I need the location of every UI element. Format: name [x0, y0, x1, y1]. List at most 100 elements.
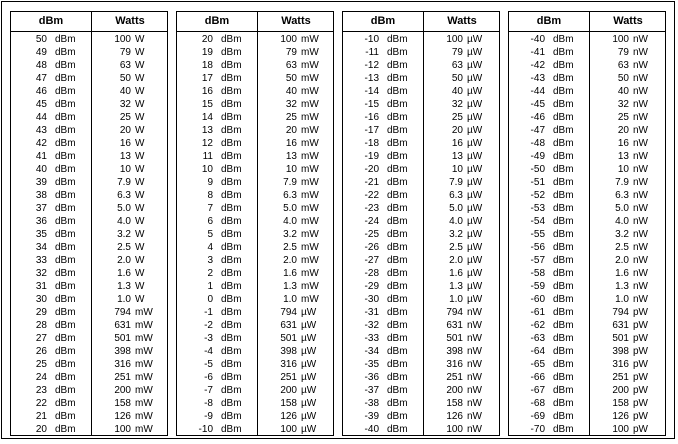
dbm-value: -40 [530, 34, 545, 45]
table-row: 36 dBm 4.0 W [11, 215, 167, 228]
table-body: 20 dBm 100 mW 19 dBm 79 mW 18 dBm 63 mW 17 dBm 50 mW 16 d… [177, 33, 333, 436]
watts-value: 631 [280, 320, 297, 331]
watts-value: 100 [280, 34, 297, 45]
dbm-value: -31 [364, 307, 379, 318]
dbm-unit: dBm [55, 346, 76, 357]
watts-unit: W [135, 34, 145, 45]
watts-unit: mW [135, 385, 153, 396]
table-row: 33 dBm 2.0 W [11, 254, 167, 267]
watts-unit: pW [633, 307, 648, 318]
watts-unit: µW [301, 398, 317, 409]
watts-value: 100 [612, 34, 629, 45]
dbm-unit: dBm [221, 99, 242, 110]
watts-unit: W [135, 255, 145, 266]
table-row: 29 dBm 794 mW [11, 306, 167, 319]
table-row: -14 dBm 40 µW [343, 85, 499, 98]
dbm-value: 49 [35, 47, 47, 58]
dbm-value: -53 [530, 203, 545, 214]
watts-value: 50 [119, 73, 131, 84]
dbm-unit: dBm [55, 138, 76, 149]
dbm-unit: dBm [55, 385, 76, 396]
table-row: -6 dBm 251 µW [177, 371, 333, 384]
dbm-value: -61 [530, 307, 545, 318]
watts-unit: nW [633, 268, 648, 279]
dbm-unit: dBm [55, 177, 76, 188]
watts-value: 126 [446, 411, 463, 422]
dbm-unit: dBm [387, 34, 408, 45]
table-row: 42 dBm 16 W [11, 137, 167, 150]
dbm-value: 12 [201, 138, 213, 149]
dbm-value: -39 [364, 411, 379, 422]
watts-unit: nW [467, 411, 482, 422]
dbm-unit: dBm [387, 281, 408, 292]
watts-value: 63 [617, 60, 629, 71]
watts-value: 3.2 [117, 229, 131, 240]
dbm-value: -13 [364, 73, 379, 84]
dbm-value: 16 [201, 86, 213, 97]
dbm-value: 22 [35, 398, 47, 409]
watts-value: 1.3 [449, 281, 463, 292]
dbm-value: -49 [530, 151, 545, 162]
dbm-unit: dBm [221, 216, 242, 227]
watts-unit: µW [301, 346, 317, 357]
watts-value: 794 [446, 307, 463, 318]
table-row: 1 dBm 1.3 mW [177, 280, 333, 293]
watts-unit: mW [301, 190, 319, 201]
table-row: -46 dBm 25 nW [509, 111, 665, 124]
table-row: 30 dBm 1.0 W [11, 293, 167, 306]
watts-value: 100 [612, 424, 629, 435]
table-row: -43 dBm 50 nW [509, 72, 665, 85]
watts-value: 10 [285, 164, 297, 175]
table-row: -8 dBm 158 µW [177, 397, 333, 410]
watts-value: 79 [285, 47, 297, 58]
table-row: 9 dBm 7.9 mW [177, 176, 333, 189]
watts-unit: W [135, 203, 145, 214]
table-row: -65 dBm 316 pW [509, 358, 665, 371]
dbm-value: -12 [364, 60, 379, 71]
watts-value: 20 [617, 125, 629, 136]
dbm-unit: dBm [387, 86, 408, 97]
watts-value: 158 [446, 398, 463, 409]
table-row: -37 dBm 200 nW [343, 384, 499, 397]
watts-value: 5.0 [283, 203, 297, 214]
dbm-unit: dBm [221, 47, 242, 58]
watts-value: 13 [285, 151, 297, 162]
watts-value: 16 [451, 138, 463, 149]
watts-unit: mW [301, 177, 319, 188]
dbm-unit: dBm [553, 112, 574, 123]
dbm-unit: dBm [387, 60, 408, 71]
dbm-unit: dBm [221, 333, 242, 344]
table-row: 31 dBm 1.3 W [11, 280, 167, 293]
table-row: 26 dBm 398 mW [11, 345, 167, 358]
dbm-unit: dBm [553, 424, 574, 435]
table-row: -44 dBm 40 nW [509, 85, 665, 98]
dbm-value: 43 [35, 125, 47, 136]
watts-value: 2.0 [117, 255, 131, 266]
dbm-value: 33 [35, 255, 47, 266]
table-row: 32 dBm 1.6 W [11, 267, 167, 280]
table-row: -50 dBm 10 nW [509, 163, 665, 176]
table-row: 24 dBm 251 mW [11, 371, 167, 384]
dbm-value: -36 [364, 372, 379, 383]
dbm-value: -37 [364, 385, 379, 396]
table-row: 0 dBm 1.0 mW [177, 293, 333, 306]
watts-unit: nW [633, 73, 648, 84]
watts-value: 100 [114, 424, 131, 435]
watts-unit: pW [633, 359, 648, 370]
watts-unit: mW [301, 60, 319, 71]
watts-value: 20 [451, 125, 463, 136]
dbm-value: 3 [207, 255, 213, 266]
watts-unit: µW [301, 359, 317, 370]
watts-unit: µW [467, 268, 483, 279]
dbm-unit: dBm [553, 138, 574, 149]
watts-unit: pW [633, 372, 648, 383]
watts-value: 631 [446, 320, 463, 331]
watts-unit: µW [467, 229, 483, 240]
dbm-value: 38 [35, 190, 47, 201]
table-row: -11 dBm 79 µW [343, 46, 499, 59]
table-row: -13 dBm 50 µW [343, 72, 499, 85]
dbm-value: -25 [364, 229, 379, 240]
table-row: -58 dBm 1.6 nW [509, 267, 665, 280]
table-row: -3 dBm 501 µW [177, 332, 333, 345]
table-row: 2 dBm 1.6 mW [177, 267, 333, 280]
